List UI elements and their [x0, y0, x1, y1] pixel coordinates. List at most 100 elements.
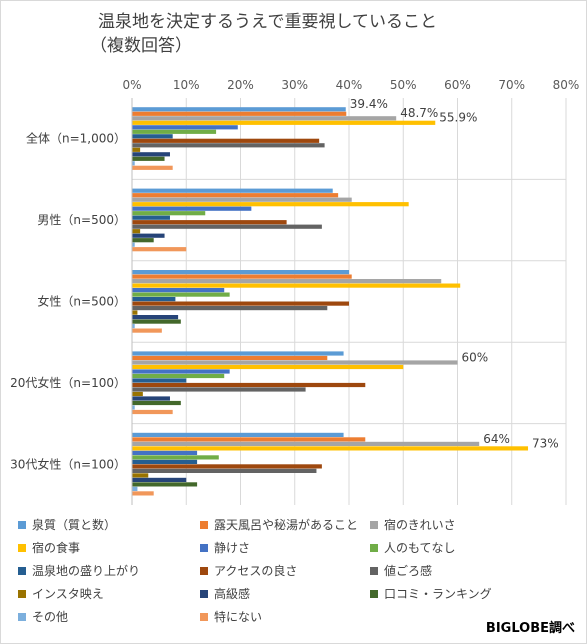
chart-title: 温泉地を決定するうえで重要視していること （複数回答）: [90, 10, 437, 58]
bar: [132, 459, 198, 464]
bar: [132, 292, 230, 297]
bar: [132, 360, 458, 365]
bar: [132, 405, 135, 410]
legend-item: 静けさ: [200, 539, 250, 556]
legend-label: 値ごろ感: [384, 564, 433, 578]
category-label: 女性（n=500）: [37, 294, 126, 309]
legend-item: 宿のきれいさ: [370, 516, 456, 533]
legend-swatch: [370, 543, 378, 552]
legend-item: 宿の食事: [18, 539, 80, 556]
x-tick-label: 60%: [444, 78, 471, 92]
bar: [132, 152, 170, 157]
legend-swatch: [370, 589, 378, 598]
legend-label: 人のもてなし: [384, 541, 456, 555]
bar: [132, 107, 346, 112]
legend-swatch: [18, 543, 26, 552]
data-label: 73%: [532, 436, 559, 450]
bar: [132, 138, 320, 143]
legend-swatch: [200, 520, 208, 529]
bar: [132, 310, 138, 315]
bar: [132, 446, 529, 451]
bar: [132, 197, 352, 202]
legend-item: 人のもてなし: [370, 539, 456, 556]
bar: [132, 364, 404, 370]
bar: [132, 437, 366, 442]
bar: [132, 491, 154, 496]
bar: [132, 279, 442, 284]
legend-label: 泉質（質と数）: [32, 518, 117, 532]
legend-swatch: [200, 566, 208, 575]
bar: [132, 193, 339, 198]
legend-swatch: [18, 612, 26, 621]
bar: [132, 324, 135, 329]
bar: [132, 161, 135, 166]
legend-label: 高級感: [214, 587, 251, 601]
legend-item: その他: [18, 608, 68, 625]
legend-swatch: [18, 520, 26, 529]
legend-item: 口コミ・ランキング: [370, 585, 492, 602]
bar: [132, 373, 225, 379]
legend-label: 露天風呂や秘湯があること: [214, 518, 359, 532]
bar: [132, 319, 181, 324]
legend-label: その他: [32, 610, 69, 624]
legend-swatch: [18, 566, 26, 575]
bar: [132, 351, 344, 356]
category-label: 30代女性（n=100）: [10, 456, 126, 471]
bar: [132, 473, 149, 478]
bar: [132, 129, 217, 134]
bar: [132, 396, 170, 401]
x-tick-label: 50%: [390, 78, 417, 92]
bar-chart: 0% 10% 20% 30% 40% 50% 60% 70% 80% 全体（n=1,000） 男性（…: [10, 78, 580, 505]
source-credit: BIGLOBE調べ: [485, 621, 575, 636]
legend-label: 宿の食事: [32, 541, 81, 555]
bar: [132, 211, 206, 216]
data-label: 55.9%: [439, 111, 477, 125]
bar: [132, 391, 143, 397]
legend-swatch: [200, 612, 208, 621]
bar: [132, 220, 287, 225]
bar: [132, 297, 176, 302]
legend-label: 宿のきれいさ: [384, 518, 456, 532]
bar: [132, 355, 328, 361]
bar: [132, 482, 198, 487]
bar: [132, 111, 347, 116]
x-tick-label: 30%: [281, 78, 308, 92]
data-label: 48.7%: [400, 106, 438, 120]
bar: [132, 387, 306, 392]
bar: [132, 120, 436, 125]
bar: [132, 450, 198, 455]
bar: [132, 441, 480, 446]
bar: [132, 125, 238, 130]
x-tick-label: 80%: [553, 78, 580, 92]
bar: [132, 432, 344, 437]
legend-swatch: [18, 589, 26, 598]
bar: [132, 283, 461, 288]
bar: [132, 202, 409, 207]
legend-item: 露天風呂や秘湯があること: [200, 516, 358, 533]
bar: [132, 369, 230, 374]
bar: [132, 455, 219, 460]
legend-swatch: [200, 589, 208, 598]
chart-title-line-2: （複数回答）: [90, 36, 192, 56]
bar: [132, 247, 187, 252]
legend-label: インスタ映え: [32, 587, 104, 601]
legend-label: 特にない: [214, 610, 263, 624]
legend-item: 値ごろ感: [370, 562, 432, 579]
legend-swatch: [370, 566, 378, 575]
bar: [132, 238, 154, 243]
bar: [132, 400, 181, 406]
legend-label: 温泉地の盛り上がり: [32, 564, 141, 578]
legend-item: 高級感: [200, 585, 250, 602]
bar: [132, 147, 141, 152]
data-label: 60%: [462, 350, 489, 364]
bar: [132, 477, 187, 482]
bar: [132, 378, 187, 383]
legend-swatch: [200, 543, 208, 552]
legend-label: 静けさ: [214, 541, 251, 555]
x-tick-label: 10%: [173, 78, 200, 92]
bar: [132, 274, 352, 279]
bar: [132, 134, 173, 139]
legend-label: 口コミ・ランキング: [384, 587, 492, 601]
bar: [132, 315, 179, 320]
bar: [132, 242, 135, 247]
